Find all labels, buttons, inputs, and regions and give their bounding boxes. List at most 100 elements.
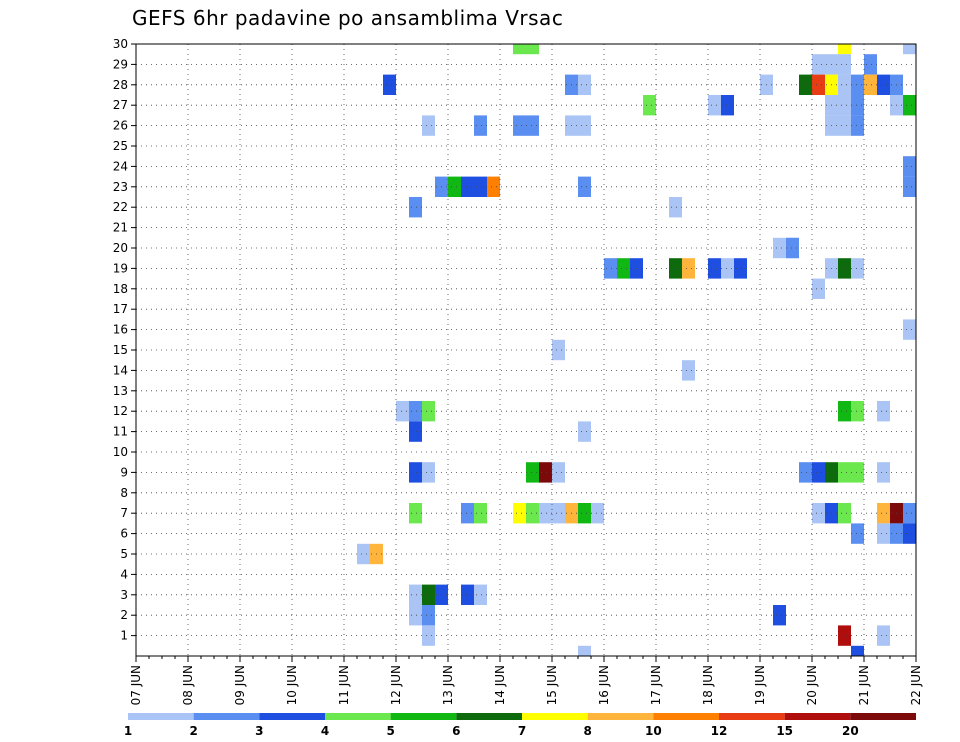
x-tick-label: 19 JUN [753, 665, 767, 705]
x-axis: 07 JUN 08 JUN 09 JUN 10 JUN 11 JUN 12 JUN 13 J… [129, 656, 923, 705]
y-tick-label: 18 [113, 282, 128, 296]
cell-member-1 [422, 625, 435, 646]
y-tick-label: 28 [113, 78, 128, 92]
cell-member-9 [877, 462, 890, 483]
y-tick-label: 20 [113, 241, 128, 255]
cell-member-22 [409, 197, 422, 218]
y-tick-label: 15 [113, 343, 128, 357]
cell-member-28 [812, 74, 825, 95]
y-tick-label: 21 [113, 221, 128, 235]
cell-member-9 [526, 462, 539, 483]
cell-member-7 [812, 503, 825, 524]
y-tick-label: 11 [113, 425, 128, 439]
legend-label: 1 [124, 724, 132, 738]
legend-label: 15 [776, 724, 793, 738]
cell-member-7 [409, 503, 422, 524]
y-tick-label: 13 [113, 384, 128, 398]
legend-swatch [719, 713, 785, 720]
cell-member-26 [565, 115, 591, 136]
cell-member-19 [604, 258, 617, 279]
cell-member-12 [422, 401, 435, 422]
cell-member-19 [617, 258, 630, 279]
cell-member-7 [903, 503, 916, 524]
cell-member-7 [474, 503, 487, 524]
cell-member-7 [513, 503, 526, 524]
legend-label: 5 [386, 724, 394, 738]
cell-member-19 [708, 258, 721, 279]
cell-member-9 [812, 462, 825, 483]
cell-member-6 [877, 523, 890, 544]
cell-member-16 [903, 319, 916, 340]
legend-swatch [522, 713, 588, 720]
cell-member-2 [422, 605, 435, 626]
cell-member-9 [552, 462, 565, 483]
cell-member-12 [877, 401, 890, 422]
x-tick-label: 18 JUN [701, 665, 715, 705]
cell-member-9 [422, 462, 435, 483]
cell-member-26 [474, 115, 487, 136]
legend-label: 4 [321, 724, 329, 738]
cell-member-7 [578, 503, 591, 524]
cell-member-1 [838, 625, 851, 646]
legend-swatch [128, 713, 194, 720]
x-tick-label: 17 JUN [649, 665, 663, 705]
legend-swatch [390, 713, 457, 720]
y-tick-label: 8 [120, 486, 128, 500]
y-tick-label: 10 [113, 445, 128, 459]
cell-member-27 [903, 95, 916, 116]
cell-member-7 [461, 503, 474, 524]
cell-member-3 [409, 584, 422, 605]
y-axis: 1234567891011121314151617181920212223242… [113, 37, 136, 643]
cell-member-12 [838, 401, 851, 422]
y-tick-label: 30 [113, 37, 128, 51]
x-tick-label: 16 JUN [597, 665, 611, 705]
cell-member-26 [422, 115, 435, 136]
x-tick-label: 12 JUN [389, 665, 403, 705]
cell-member-9 [409, 462, 422, 483]
cell-member-27 [721, 95, 734, 116]
legend-swatch [784, 713, 851, 720]
cell-member-29 [864, 54, 877, 75]
legend-swatch [653, 713, 719, 720]
cell-member-19 [851, 258, 864, 279]
x-tick-label: 11 JUN [337, 665, 351, 705]
legend-swatch [325, 713, 391, 720]
cell-member-19 [734, 258, 747, 279]
cell-member-23 [448, 176, 461, 197]
x-tick-label: 09 JUN [233, 665, 247, 705]
cell-member-26 [851, 115, 864, 136]
y-tick-label: 3 [120, 588, 128, 602]
legend-label: 10 [645, 724, 662, 738]
cell-member-7 [877, 503, 890, 524]
legend-swatch [193, 713, 260, 720]
cell-member-26 [825, 115, 851, 136]
cell-member-30 [513, 44, 539, 55]
cell-member-12 [396, 401, 409, 422]
cell-member-2 [773, 605, 786, 626]
cell-member-27 [708, 95, 721, 116]
cell-member-23 [578, 176, 591, 197]
cell-member-28 [838, 74, 851, 95]
x-tick-label: 14 JUN [493, 665, 507, 705]
y-tick-label: 25 [113, 139, 128, 153]
y-tick-label: 7 [120, 506, 128, 520]
cell-member-11 [409, 421, 422, 442]
y-tick-label: 17 [113, 302, 128, 316]
cell-member-27 [643, 95, 656, 116]
y-tick-label: 1 [120, 629, 128, 643]
cell-member-19 [838, 258, 851, 279]
cell-member-12 [851, 401, 864, 422]
cell-member-19 [721, 258, 734, 279]
cell-member-6 [851, 523, 864, 544]
y-tick-label: 23 [113, 180, 128, 194]
legend-swatch [259, 713, 325, 720]
cell-member-5 [357, 543, 370, 565]
y-tick-label: 12 [113, 404, 128, 418]
x-tick-label: 10 JUN [285, 665, 299, 705]
cell-member-19 [682, 258, 695, 279]
x-tick-label: 20 JUN [805, 665, 819, 705]
cell-member-20 [773, 237, 786, 259]
cell-member-20 [786, 237, 799, 259]
legend-label: 12 [711, 724, 728, 738]
